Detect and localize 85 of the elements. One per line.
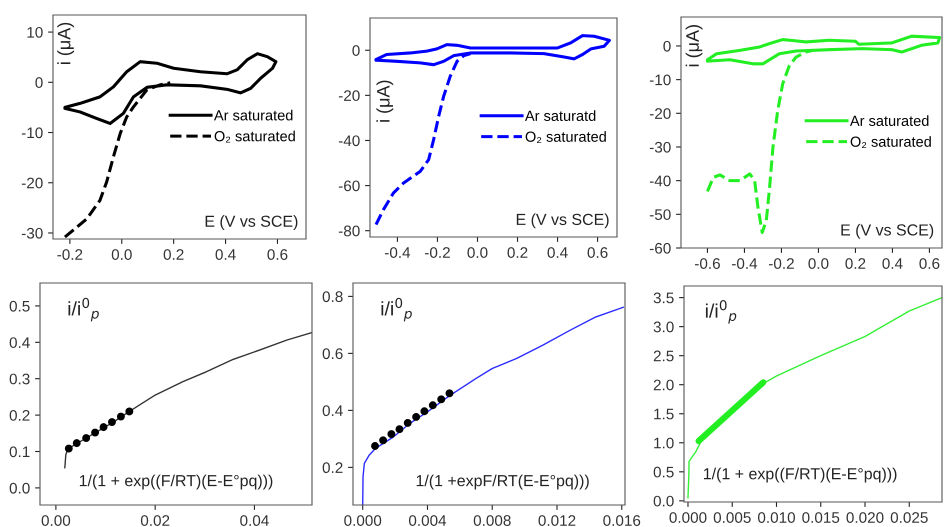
- y-tick-label: 0: [352, 45, 360, 56]
- x-axis-title: 1/(1 + exp((F/RT)(E-E°pq))): [704, 468, 896, 483]
- x-tick-label: 0.000: [669, 512, 707, 523]
- legend-label: O₂ saturated: [850, 136, 931, 148]
- y-tick-label: -20: [650, 108, 671, 119]
- x-tick-label: 0.6: [919, 258, 940, 269]
- y-tick-label: 0.3: [10, 374, 30, 384]
- x-tick-label: 0.008: [474, 515, 511, 526]
- x-tick-label: 0.4: [216, 249, 236, 260]
- x-axis-title: E (V vs SCE): [516, 213, 609, 228]
- y-tick-label: 0.5: [10, 300, 30, 312]
- x-tick-label: 0.6: [267, 249, 288, 260]
- x-tick-label: 0.0: [808, 258, 828, 269]
- x-axis-title: 1/(1 + exp((F/RT)(E-E°pq))): [80, 474, 272, 490]
- y-tick-label: -10: [650, 74, 671, 86]
- y-tick-label: 0.0: [10, 482, 30, 494]
- y-tick-label: 0.4: [322, 405, 343, 416]
- x-tick-label: 0.0: [112, 249, 132, 260]
- x-tick-label: 0.02: [140, 515, 170, 526]
- y-tick-label: -50: [650, 209, 671, 220]
- y-tick-label: 0.4: [10, 337, 30, 348]
- y-tick-label: 0.8: [322, 291, 343, 302]
- y-axis-title: i (μA): [376, 80, 394, 122]
- y-tick-label: 0.6: [322, 348, 343, 360]
- y-tick-label: 1.5: [654, 408, 674, 420]
- y-tick-label: 0: [663, 40, 671, 52]
- x-axis-title: E (V vs SCE): [841, 224, 934, 239]
- x-tick-label: 0.4: [548, 247, 568, 258]
- x-tick-label: 0.00: [42, 515, 70, 526]
- y-tick-label: -40: [338, 135, 360, 146]
- y-tick-label: 0.2: [322, 462, 343, 474]
- y-tick-label: 0.1: [10, 446, 30, 458]
- x-tick-label: 0.2: [164, 249, 184, 260]
- x-tick-label: 0.015: [802, 512, 840, 523]
- y-tick-label: -30: [22, 228, 43, 239]
- y-axis-title: i/i$^{0}$$_{p}$: [706, 300, 736, 324]
- y-tick-label: 0.5: [654, 466, 674, 478]
- x-tick-label: 0.012: [538, 515, 576, 526]
- x-tick-label: 0.4: [882, 258, 903, 269]
- x-tick-label: 0.016: [603, 515, 640, 526]
- y-axis-title: i/i$^{0}$$_{p}$: [382, 298, 412, 322]
- legend-label: Ar saturatd: [524, 110, 596, 121]
- y-tick-label: -80: [338, 226, 360, 236]
- x-tick-label: 0.020: [846, 512, 884, 523]
- y-tick-label: 1.0: [654, 438, 674, 448]
- x-axis-title: 1/(1 +expF/RT(E-E°pq))): [416, 474, 589, 490]
- x-tick-label: -0.4: [384, 247, 410, 258]
- x-tick-label: -0.2: [57, 249, 82, 260]
- x-tick-label: 0.0: [467, 247, 488, 258]
- legend-label: O₂ saturated: [526, 131, 606, 143]
- x-tick-label: -0.4: [732, 258, 758, 269]
- y-tick-label: -20: [338, 90, 360, 102]
- x-tick-label: 0.004: [408, 515, 446, 526]
- y-tick-label: 10: [27, 26, 43, 38]
- x-axis-title: E (V vs SCE): [206, 215, 298, 230]
- y-axis-title: i (μA): [686, 25, 702, 66]
- x-tick-label: 0.2: [845, 258, 866, 269]
- y-tick-label: -60: [338, 180, 360, 192]
- x-tick-label: 0.005: [714, 512, 751, 523]
- y-tick-label: -10: [22, 127, 43, 138]
- x-tick-label: 0.6: [588, 247, 608, 258]
- y-axis-title: i (μA): [57, 22, 74, 64]
- legend-label: Ar saturated: [850, 115, 928, 126]
- legend-label: Ar saturated: [214, 110, 292, 120]
- y-tick-label: 2.0: [654, 380, 674, 390]
- y-tick-label: 3.5: [654, 292, 674, 304]
- legend-label: O₂ saturated: [214, 130, 295, 142]
- y-tick-label: -20: [22, 178, 43, 188]
- y-tick-label: -30: [650, 142, 671, 153]
- x-tick-label: 0.2: [508, 247, 528, 258]
- x-tick-label: 0.04: [240, 515, 269, 526]
- y-tick-label: -60: [650, 242, 671, 254]
- x-tick-label: 0.000: [344, 515, 382, 526]
- x-tick-label: -0.2: [768, 258, 794, 269]
- x-tick-label: 0.025: [890, 512, 928, 523]
- y-axis-title: i/i$^{0}$$_{p}$: [68, 298, 99, 322]
- x-tick-label: -0.6: [694, 258, 720, 269]
- x-tick-label: 0.010: [758, 512, 796, 523]
- y-tick-label: 0: [35, 77, 43, 88]
- x-tick-label: -0.2: [424, 247, 450, 258]
- y-tick-label: 3.0: [654, 322, 674, 332]
- y-tick-label: 0.0: [654, 496, 674, 507]
- y-tick-label: -40: [650, 176, 671, 186]
- y-tick-label: 2.5: [654, 350, 674, 362]
- y-tick-label: 0.2: [10, 410, 30, 421]
